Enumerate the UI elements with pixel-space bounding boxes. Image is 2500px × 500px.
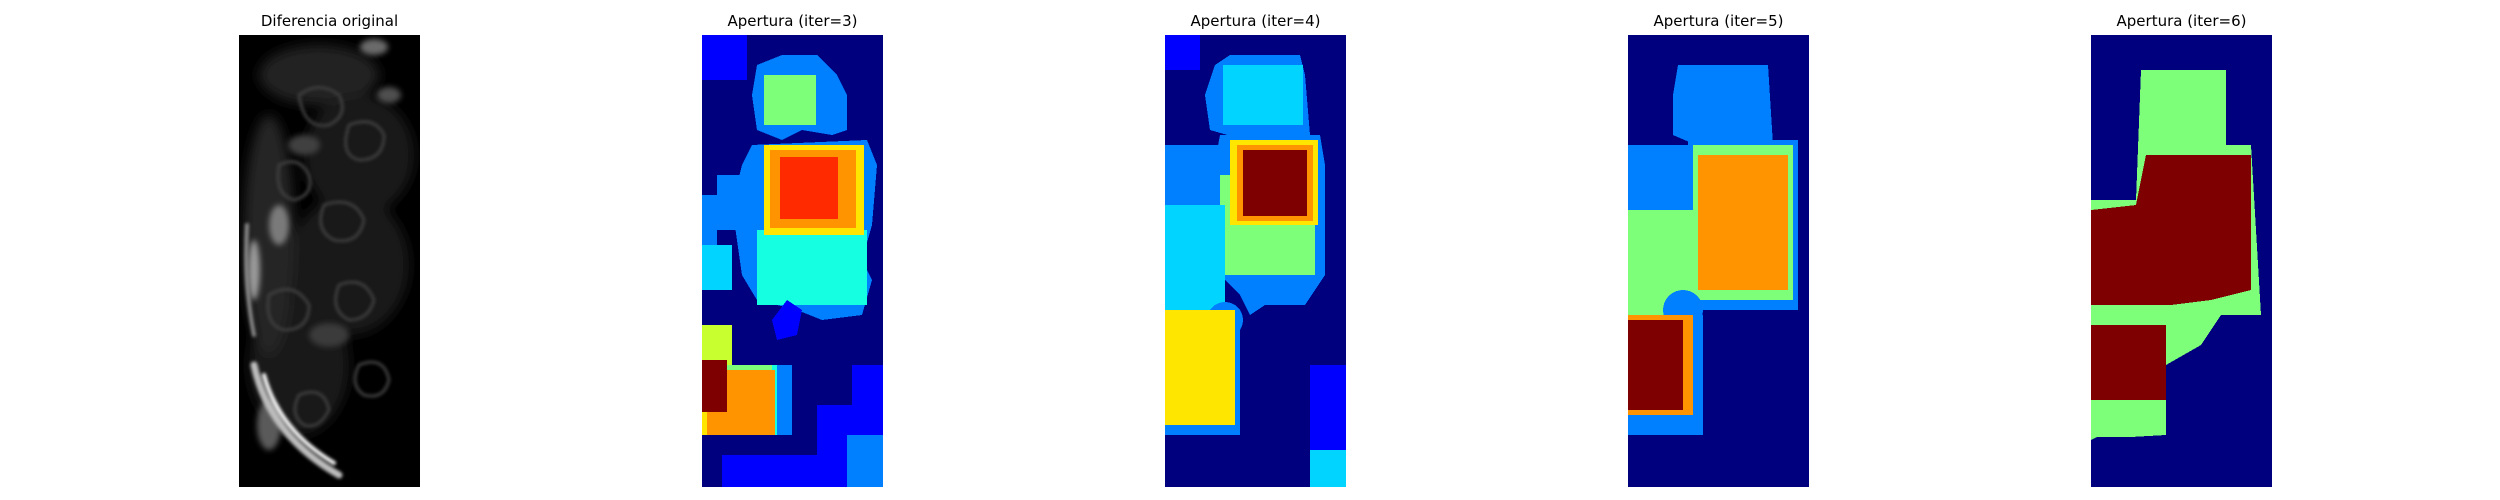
panel-iter-4: Apertura (iter=4) — [1165, 0, 1346, 500]
panel-title: Apertura (iter=6) — [2116, 12, 2247, 30]
panel-title: Apertura (iter=4) — [1190, 12, 1321, 30]
panel-title: Apertura (iter=3) — [727, 12, 858, 30]
panel-iter-5: Apertura (iter=5) — [1628, 0, 1809, 500]
panel-original: Diferencia original — [239, 0, 420, 500]
label-map-iter-6 — [2091, 35, 2272, 487]
panel-iter-6: Apertura (iter=6) — [2091, 0, 2272, 500]
panel-title: Apertura (iter=5) — [1653, 12, 1784, 30]
label-map-iter-4 — [1165, 35, 1346, 487]
panel-title: Diferencia original — [260, 12, 399, 30]
grayscale-difference-image — [239, 35, 420, 487]
panel-iter-3: Apertura (iter=3) — [702, 0, 883, 500]
label-map-iter-5 — [1628, 35, 1809, 487]
label-map-iter-3 — [702, 35, 883, 487]
